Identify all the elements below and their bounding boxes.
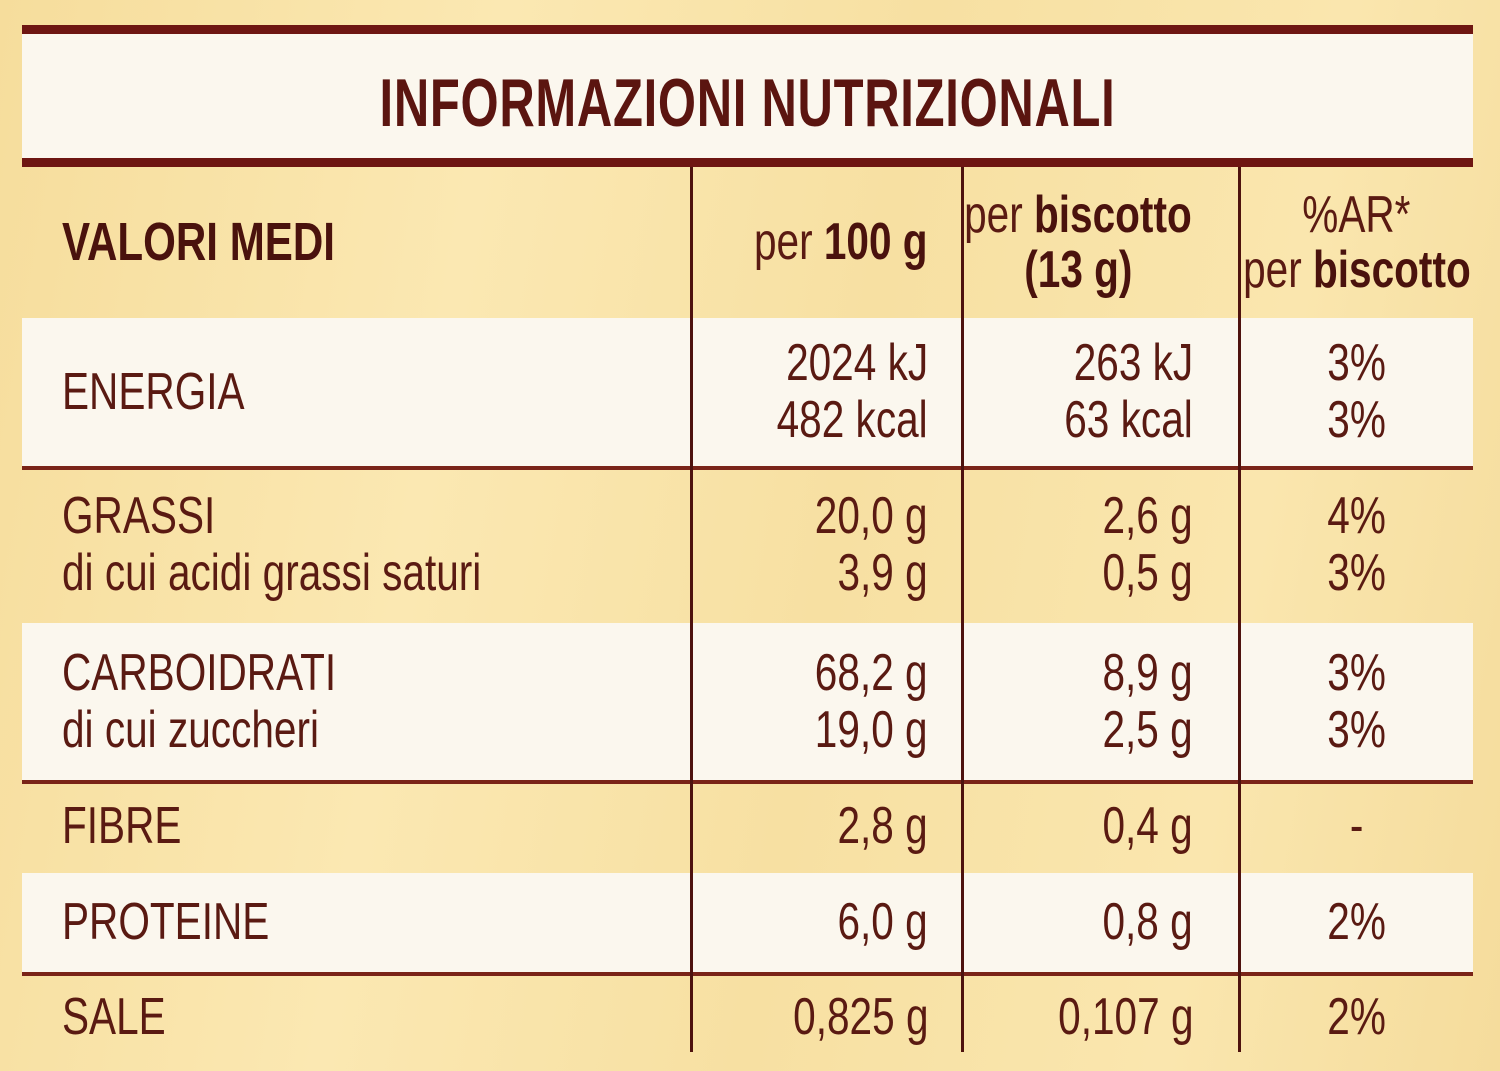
value-per-biscotto: 263 kJ 63 kcal <box>1064 334 1193 449</box>
value-ar-percent: - <box>1349 797 1364 855</box>
value-per-100g: 2,8 g <box>837 797 928 855</box>
value-ar-percent: 2% <box>1327 893 1386 951</box>
row-energia: ENERGIA 2024 kJ 482 kcal 263 kJ 63 kcal … <box>22 318 1473 470</box>
value-ar-percent: 2% <box>1327 987 1386 1046</box>
value-ar-percent: 3% 3% <box>1327 643 1386 759</box>
column-divider <box>961 167 964 1052</box>
value-per-100g: 2024 kJ 482 kcal <box>776 334 928 449</box>
row-sale: SALE 0,825 g 0,107 g 2% <box>22 972 1473 1062</box>
nutrient-name: GRASSI di cui acidi grassi saturi <box>62 486 482 602</box>
value-per-100g: 68,2 g 19,0 g <box>815 643 928 759</box>
row-proteine: PROTEINE 6,0 g 0,8 g 2% <box>22 873 1473 976</box>
value-per-100g: 6,0 g <box>837 893 928 951</box>
value-per-biscotto: 0,4 g <box>1102 797 1193 855</box>
label-title: INFORMAZIONI NUTRIZIONALI <box>379 65 1116 141</box>
nutrition-label: INFORMAZIONI NUTRIZIONALI VALORI MEDI pe… <box>22 0 1473 1071</box>
value-per-biscotto: 0,8 g <box>1102 893 1193 951</box>
nutrient-name: FIBRE <box>62 797 182 855</box>
row-fibre: FIBRE 2,8 g 0,4 g - <box>22 780 1473 877</box>
row-carboidrati: CARBOIDRATI di cui zuccheri 68,2 g 19,0 … <box>22 623 1473 784</box>
row-grassi: GRASSI di cui acidi grassi saturi 20,0 g… <box>22 466 1473 627</box>
value-per-biscotto: 0,107 g <box>1057 987 1193 1046</box>
value-per-100g: 20,0 g 3,9 g <box>815 486 928 602</box>
header-per-100g: per 100 g <box>754 213 928 271</box>
value-ar-percent: 3% 3% <box>1327 334 1386 449</box>
value-per-biscotto: 8,9 g 2,5 g <box>1102 643 1193 759</box>
nutrient-name: ENERGIA <box>62 362 245 421</box>
nutrient-name: PROTEINE <box>62 893 270 951</box>
value-per-100g: 0,825 g <box>792 987 928 1046</box>
value-per-biscotto: 2,6 g 0,5 g <box>1102 486 1193 602</box>
nutrient-name: SALE <box>62 987 166 1046</box>
header-per-biscotto: per biscotto (13 g) <box>964 185 1192 299</box>
nutrient-name: CARBOIDRATI di cui zuccheri <box>62 643 337 759</box>
header-ar-percent: %AR* per biscotto <box>1242 185 1471 299</box>
value-ar-percent: 4% 3% <box>1327 486 1386 602</box>
title-band: INFORMAZIONI NUTRIZIONALI <box>22 25 1473 167</box>
header-valori-medi: VALORI MEDI <box>62 212 335 272</box>
column-divider <box>1238 167 1241 1052</box>
column-divider <box>690 167 693 1052</box>
header-row: VALORI MEDI per 100 g per biscotto (13 g… <box>22 167 1473 322</box>
